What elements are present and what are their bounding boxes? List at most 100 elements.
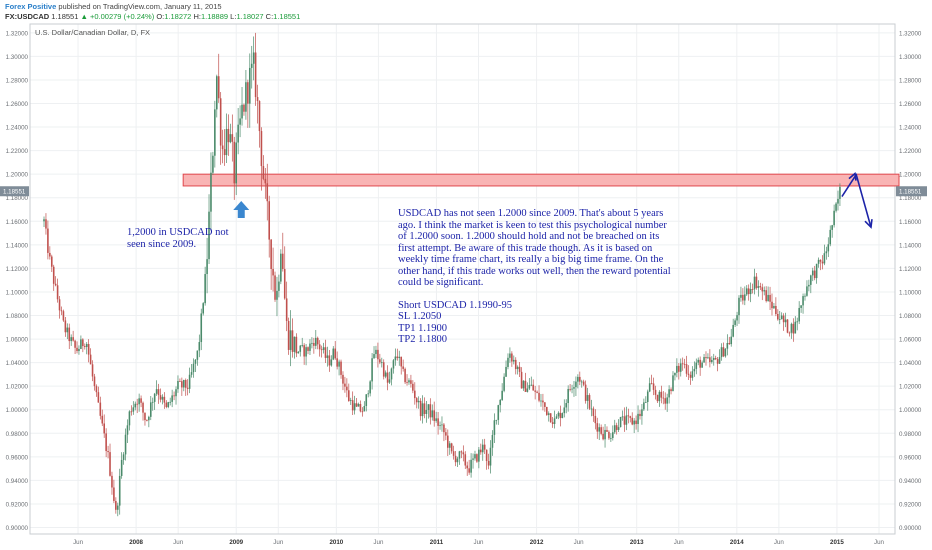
candle-body <box>225 128 228 156</box>
candle-body <box>382 362 385 377</box>
candle-body <box>788 332 791 334</box>
candle-body <box>487 461 490 466</box>
candle-body <box>526 388 529 392</box>
candle-body <box>524 380 527 392</box>
candle-body <box>105 433 107 452</box>
candle-body <box>406 382 408 384</box>
candle-body <box>699 359 701 368</box>
y-tick-label-left: 0.92000 <box>6 501 29 508</box>
candle-body <box>138 398 140 405</box>
candle-body <box>223 149 226 156</box>
ticker-symbol[interactable]: FX:USDCAD <box>5 12 50 21</box>
y-tick-label-left: 1.32000 <box>6 30 29 37</box>
candle-body <box>262 166 265 179</box>
candle-body <box>50 256 53 267</box>
candle-body <box>441 424 443 426</box>
candle-body <box>272 268 274 276</box>
candle-body <box>285 298 288 321</box>
low-label: L: <box>230 12 237 21</box>
candle-body <box>839 186 841 199</box>
candle-body <box>95 386 98 393</box>
candle-body <box>629 416 632 418</box>
candle-body <box>712 358 715 360</box>
candle-body <box>148 416 150 421</box>
candle-body <box>594 415 597 424</box>
candle-body <box>497 405 500 420</box>
y-tick-label-right: 0.98000 <box>899 431 922 438</box>
candle-body <box>254 52 257 98</box>
y-tick-label-left: 0.94000 <box>6 478 29 485</box>
candle-body <box>353 403 356 411</box>
fall-arrow-icon <box>864 219 873 229</box>
candle-body <box>821 261 824 264</box>
author-link[interactable]: Forex Positive <box>5 2 57 11</box>
candle-body <box>592 408 595 416</box>
candle-body <box>511 353 513 362</box>
candle-body <box>99 402 102 416</box>
candle-body <box>66 327 69 333</box>
candle-body <box>349 400 352 401</box>
trade-plan: Short USDCAD 1.1990-95 SL 1.2050 TP1 1.1… <box>398 300 678 346</box>
candle-body <box>274 275 276 300</box>
candle-body <box>173 395 175 397</box>
candle-body <box>522 380 525 389</box>
candle-body <box>402 366 404 369</box>
candle-body <box>650 383 653 385</box>
publish-header: Forex Positive published on TradingView.… <box>5 2 222 11</box>
candle-body <box>749 289 752 295</box>
candle-body <box>544 402 546 407</box>
candle-body <box>276 290 278 300</box>
candle-body <box>62 311 65 321</box>
resistance-zone[interactable] <box>182 173 900 187</box>
candle-body <box>359 404 362 412</box>
candle-body <box>140 398 142 403</box>
candle-body <box>639 413 641 417</box>
candle-body <box>437 418 439 426</box>
candle-body <box>641 409 643 417</box>
candle-body <box>54 283 57 286</box>
candle-body <box>200 313 203 343</box>
candle-body <box>602 433 604 440</box>
candle-body <box>241 104 243 119</box>
candle-body <box>662 397 665 399</box>
candle-body <box>693 368 696 372</box>
candle-body <box>674 372 676 376</box>
candle-body <box>784 319 787 323</box>
fall-arrow-line <box>855 173 872 228</box>
candle-body <box>763 290 766 292</box>
candle-body <box>631 417 634 425</box>
annotation-left-note: 1,2000 in USDCAD not seen since 2009. <box>127 227 229 250</box>
candle-body <box>45 219 47 229</box>
candle-body <box>540 400 542 402</box>
candle-body <box>313 342 315 346</box>
candle-body <box>305 347 307 357</box>
candle-body <box>260 131 263 167</box>
candle-body <box>412 383 414 391</box>
price-tag-left <box>0 186 29 197</box>
candle-body <box>740 294 742 298</box>
candle-body <box>324 347 327 358</box>
candle-body <box>74 340 76 348</box>
candle-body <box>753 276 756 290</box>
y-tick-label-left: 1.12000 <box>6 266 29 273</box>
candle-body <box>447 435 449 448</box>
x-tick-label: Jun <box>73 539 84 546</box>
candle-body <box>786 319 789 333</box>
y-tick-label-left: 1.10000 <box>6 289 29 296</box>
candle-body <box>817 259 820 264</box>
candle-body <box>598 427 601 432</box>
candle-body <box>78 348 80 352</box>
candle-body <box>165 402 168 408</box>
candle-body <box>233 141 236 184</box>
candle-body <box>586 395 589 401</box>
candle-body <box>495 419 498 421</box>
candle-body <box>635 420 637 425</box>
candle-body <box>608 431 610 439</box>
candle-body <box>792 323 795 334</box>
candle-body <box>404 368 406 383</box>
candle-body <box>68 327 71 342</box>
candle-body <box>87 344 90 355</box>
candle-body <box>833 210 835 226</box>
x-tick-label: Jun <box>173 539 184 546</box>
